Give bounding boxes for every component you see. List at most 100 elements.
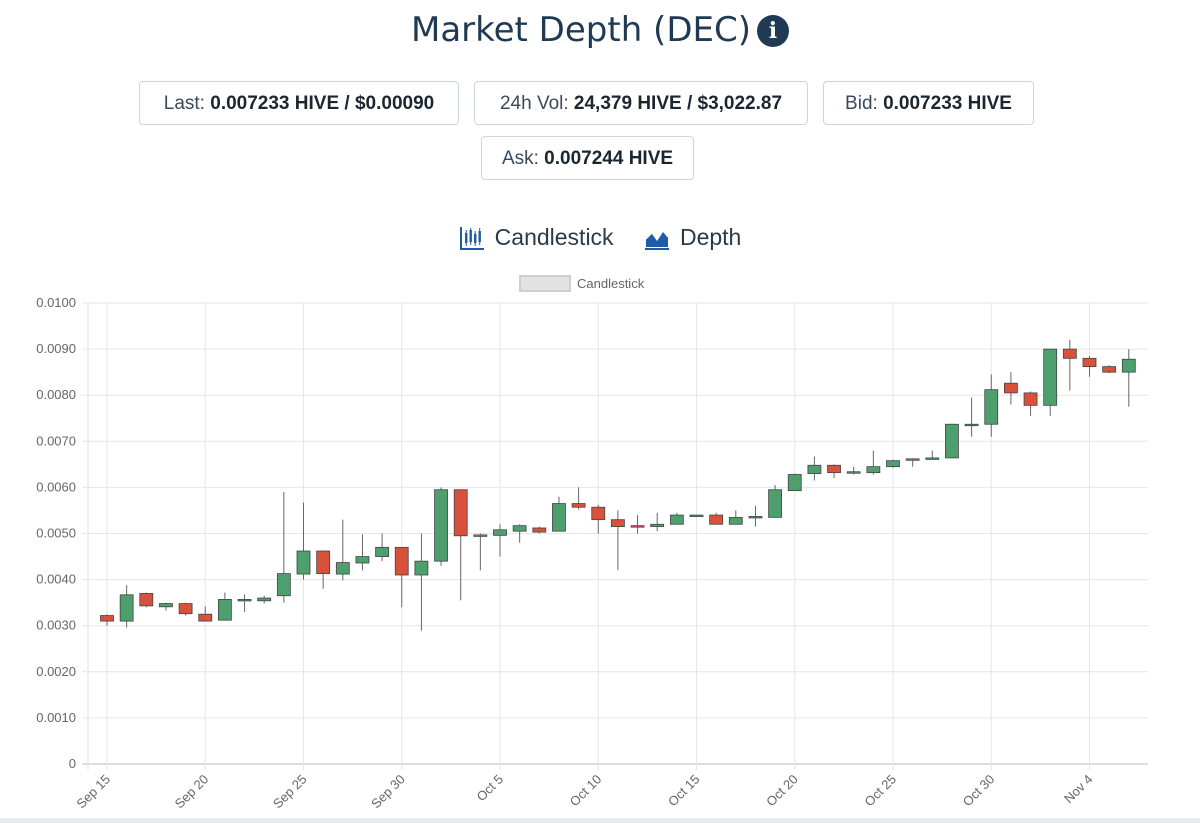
candle-body	[768, 489, 782, 518]
tab-depth[interactable]: Depth	[644, 224, 741, 251]
candle	[335, 519, 350, 581]
candle-body	[1102, 366, 1117, 373]
candle	[768, 485, 782, 518]
candle	[316, 550, 331, 589]
candle	[591, 504, 606, 534]
candle	[434, 487, 448, 566]
candle-body	[630, 525, 645, 528]
x-tick-label: Sep 30	[368, 772, 408, 812]
y-tick-label: 0.0060	[36, 479, 76, 494]
x-tick-label: Oct 15	[665, 772, 703, 810]
candle-body	[827, 464, 841, 474]
candle-body	[178, 603, 193, 615]
candle	[650, 512, 665, 532]
candle	[925, 450, 940, 460]
candle	[1043, 348, 1058, 416]
candlestick-chart: Candlestick 0 0.0010 0.0020 0.0030 0.0040 0.0…	[36, 275, 1148, 812]
x-tick-label: Sep 25	[270, 772, 310, 812]
candle	[787, 473, 802, 492]
x-tick-label: Nov 4	[1061, 772, 1096, 807]
candle-body	[689, 514, 704, 517]
tab-candlestick[interactable]: Candlestick	[459, 224, 614, 251]
candle-body	[787, 474, 802, 492]
candle	[866, 450, 881, 475]
x-tick-label: Sep 15	[73, 772, 113, 812]
volume-box: 24h Vol: 24,379 HIVE / $3,022.87	[474, 81, 808, 125]
candle	[198, 606, 213, 622]
candle	[355, 534, 370, 571]
candle	[728, 510, 743, 525]
candle-body	[1004, 382, 1018, 394]
candle	[512, 524, 527, 543]
candle-body	[355, 556, 370, 564]
y-tick-label: 0.0100	[36, 295, 76, 310]
candle	[1082, 356, 1097, 377]
candle-body	[925, 457, 940, 460]
candle-body	[414, 560, 429, 576]
candle-body	[198, 613, 213, 622]
info-circle-icon[interactable]: i	[756, 15, 789, 47]
candle-body	[905, 458, 920, 461]
candle	[630, 515, 645, 534]
ask-box: Ask: 0.007244 HIVE	[481, 136, 694, 180]
candle-body	[100, 615, 114, 622]
y-tick-label: 0.0040	[36, 572, 76, 587]
candle	[119, 585, 134, 628]
candle-body	[1043, 348, 1058, 406]
candle	[669, 512, 684, 525]
candle	[964, 397, 979, 437]
x-axis: Sep 15 Sep 20 Sep 25 Sep 30 Oct 5 Oct 10 Oct 1…	[73, 772, 1095, 812]
candle-body	[453, 489, 468, 537]
x-tick-label: Oct 20	[763, 772, 801, 810]
candle-body	[571, 503, 586, 508]
candle	[414, 533, 429, 631]
horizontal-scrollbar[interactable]	[0, 818, 1200, 823]
candle	[453, 489, 468, 601]
candle	[375, 533, 390, 562]
chart-legend: Candlestick	[519, 275, 645, 292]
candle-body	[257, 597, 272, 602]
last-price-box: Last: 0.007233 HIVE / $0.00090	[139, 81, 459, 125]
candle	[178, 602, 193, 616]
x-tick-label: Oct 25	[861, 772, 899, 810]
y-tick-label: 0.0070	[36, 433, 76, 448]
candle-body	[296, 550, 311, 575]
candle-body	[237, 599, 252, 602]
legend-swatch	[519, 275, 571, 292]
y-tick-label: 0.0020	[36, 664, 76, 679]
candle	[1121, 349, 1136, 407]
candle-body	[375, 546, 390, 557]
candle	[217, 592, 232, 621]
candle	[945, 423, 959, 459]
candle	[709, 512, 724, 525]
candle-body	[217, 599, 232, 621]
chart-grid	[82, 302, 1148, 770]
candle-body	[591, 506, 606, 521]
candle-body	[434, 489, 448, 562]
candle-body	[276, 573, 291, 597]
candle	[237, 594, 252, 612]
candle-body	[611, 519, 625, 527]
y-tick-label: 0	[69, 756, 76, 771]
last-price-label: Last:	[163, 93, 205, 114]
candle-body	[473, 534, 488, 537]
candle	[296, 502, 311, 580]
ask-label: Ask:	[501, 148, 539, 169]
candle	[886, 459, 900, 469]
candle-body	[945, 423, 959, 459]
candle-body	[650, 523, 665, 527]
candle	[571, 487, 586, 510]
candle-body	[728, 516, 743, 525]
y-tick-label: 0.0030	[36, 618, 76, 633]
candle	[139, 592, 154, 608]
candle-body	[335, 562, 350, 575]
candle-body	[552, 503, 566, 532]
candle	[1023, 391, 1038, 416]
candle-body	[748, 516, 763, 519]
bid-label: Bid:	[845, 93, 878, 114]
candle-body	[1121, 358, 1136, 373]
x-tick-label: Oct 30	[960, 772, 998, 810]
last-price-value: 0.007233 HIVE / $0.00090	[210, 93, 435, 114]
candle-body	[886, 460, 900, 468]
bid-box: Bid: 0.007233 HIVE	[823, 81, 1034, 125]
